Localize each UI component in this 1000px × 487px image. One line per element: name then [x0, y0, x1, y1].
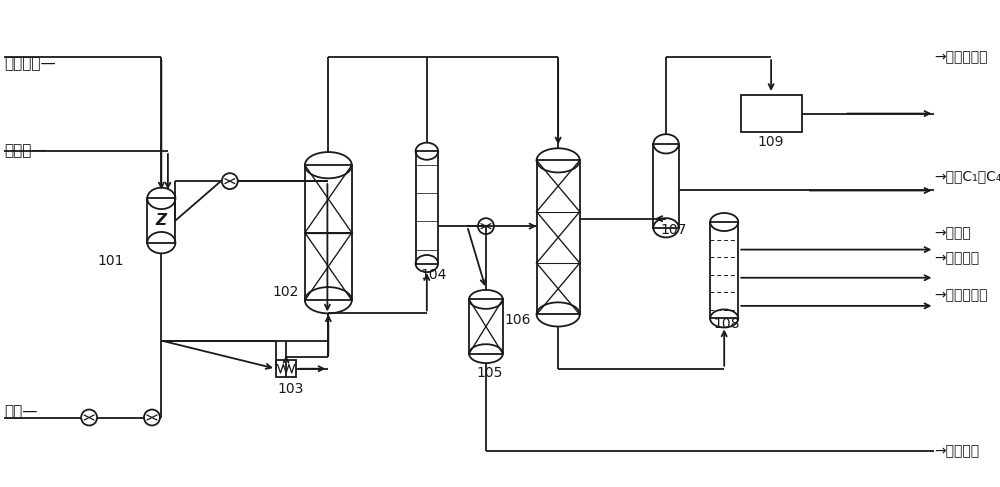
Text: 107: 107 — [660, 223, 687, 237]
Text: 105: 105 — [476, 366, 503, 380]
Text: 108: 108 — [714, 317, 740, 331]
Text: Z: Z — [156, 213, 167, 228]
Text: →减压瓦斯油: →减压瓦斯油 — [934, 289, 988, 302]
Bar — [416, 151, 438, 263]
Text: 添加剑—: 添加剑— — [4, 144, 46, 159]
Bar — [653, 144, 679, 228]
Bar — [710, 222, 738, 318]
Text: →气体C₁～C₄: →气体C₁～C₄ — [934, 169, 1000, 184]
Bar — [147, 198, 175, 243]
Text: →加氢残渣: →加氢残渣 — [934, 444, 979, 458]
Text: →中间馏分: →中间馏分 — [934, 251, 979, 265]
Text: 102: 102 — [273, 285, 299, 299]
Text: 104: 104 — [420, 268, 447, 282]
Text: 减压渣油—: 减压渣油— — [4, 56, 56, 72]
Text: 106: 106 — [505, 313, 531, 327]
Text: →石脑油: →石脑油 — [934, 225, 971, 240]
Bar — [537, 160, 580, 315]
Bar — [276, 360, 296, 377]
Text: 109: 109 — [758, 135, 784, 149]
Text: 103: 103 — [278, 382, 304, 396]
Bar — [305, 233, 352, 300]
Bar — [741, 95, 802, 132]
Text: →尾气硬磺等: →尾气硬磺等 — [934, 50, 988, 64]
Text: 氢气—: 氢气— — [4, 404, 37, 419]
Text: 101: 101 — [97, 254, 124, 268]
Bar — [305, 165, 352, 233]
Bar — [469, 300, 503, 354]
